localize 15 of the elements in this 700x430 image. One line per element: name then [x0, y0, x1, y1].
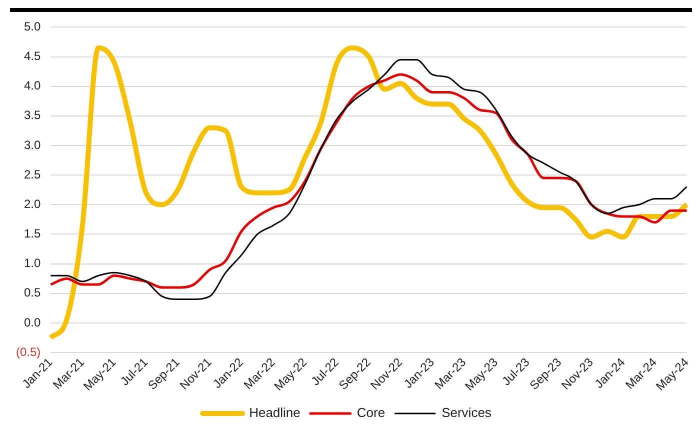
- legend-label: Services: [442, 405, 492, 420]
- text: 3.0: [24, 138, 41, 152]
- text: 1.0: [24, 256, 41, 270]
- legend-label: Headline: [249, 405, 300, 420]
- y-tick-label: 1.5: [24, 226, 41, 241]
- y-tick-label: 0.5: [24, 286, 41, 300]
- y-tick-label: 2.5: [24, 167, 41, 182]
- text: 2.0: [24, 196, 41, 211]
- text: 4.0: [24, 78, 41, 93]
- y-tick-label: 4.5: [24, 49, 41, 64]
- y-tick-label: 3.5: [24, 108, 41, 122]
- text: 5.0: [24, 20, 41, 34]
- text: 0.0: [24, 315, 41, 330]
- y-tick-label: (0.5): [16, 344, 41, 359]
- legend-label: Core: [356, 405, 386, 420]
